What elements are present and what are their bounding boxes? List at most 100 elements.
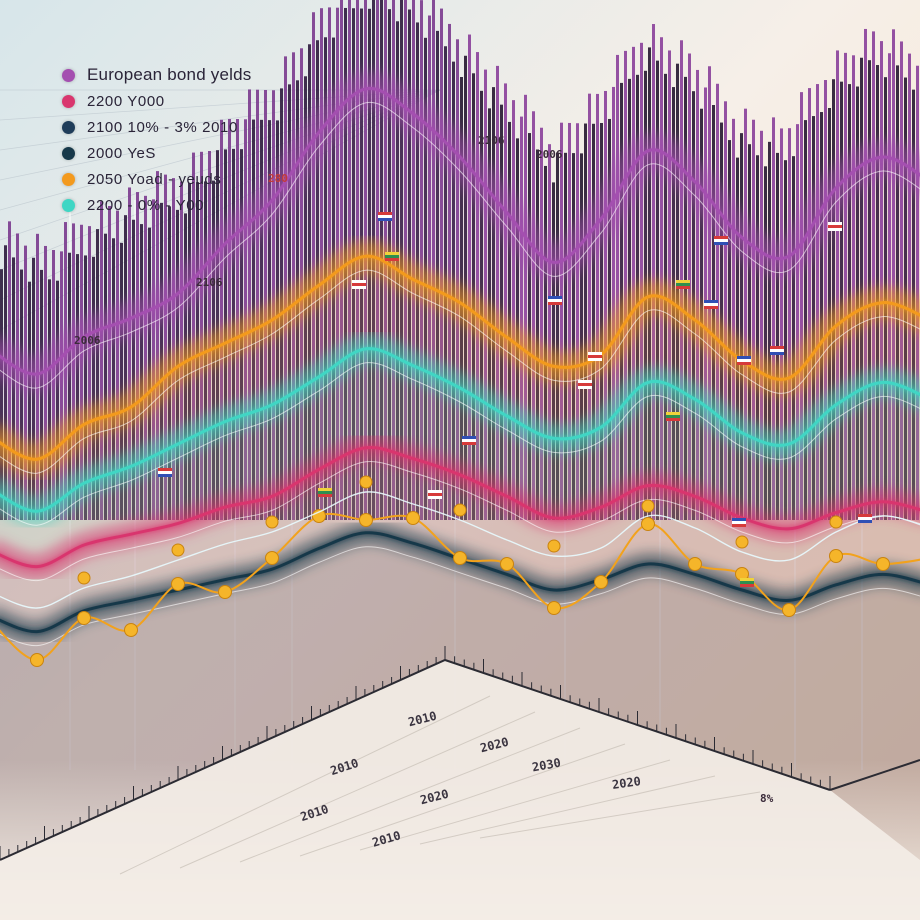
volume-spike — [824, 80, 827, 520]
flag-stripe — [385, 258, 399, 261]
flag-marker — [378, 212, 392, 221]
volume-spike — [4, 245, 7, 520]
legend-item[interactable]: 2200 - 0% - Y00 — [62, 192, 251, 218]
flag-stripe — [462, 436, 476, 439]
volume-spike — [40, 269, 43, 520]
flag-stripe — [740, 581, 754, 584]
legend-swatch — [62, 146, 75, 160]
flag-stripe — [740, 584, 754, 587]
volume-spike — [584, 123, 587, 520]
volume-spike — [120, 242, 123, 520]
flag-markers — [158, 212, 872, 587]
volume-spike — [512, 100, 515, 520]
volume-spike — [104, 233, 107, 520]
floor-grid-line — [359, 759, 671, 851]
volume-spike — [432, 0, 435, 521]
flag-stripe — [858, 514, 872, 517]
volume-spike — [748, 144, 751, 521]
flag-stripe — [828, 228, 842, 231]
volume-spike — [524, 94, 527, 521]
flag-stripe — [378, 218, 392, 221]
flag-stripe — [770, 346, 784, 349]
flag-stripe — [318, 488, 332, 491]
flag-stripe — [770, 352, 784, 355]
flag-stripe — [858, 517, 872, 520]
volume-spike — [312, 12, 315, 521]
volume-spike — [140, 224, 143, 521]
floor-surface — [0, 660, 920, 920]
volume-spike — [660, 37, 663, 521]
volume-spike — [412, 0, 415, 520]
flag-marker — [588, 352, 602, 361]
series-line — [0, 347, 920, 513]
flag-stripe — [462, 439, 476, 442]
volume-spike — [68, 252, 71, 520]
series-line — [0, 87, 920, 376]
flag-stripe — [352, 283, 366, 286]
volume-spike — [152, 199, 155, 520]
volume-spike — [0, 269, 3, 520]
annotation-label: 2106 — [478, 134, 505, 147]
legend-swatch — [62, 198, 75, 212]
flag-stripe — [158, 474, 172, 477]
point-layer — [0, 475, 920, 667]
volume-spike — [192, 152, 195, 520]
flag-marker — [318, 488, 332, 497]
flag-stripe — [158, 468, 172, 471]
volume-spike — [720, 122, 723, 521]
volume-spike — [776, 152, 779, 520]
series-highlight — [0, 461, 920, 582]
annotation-label: 8% — [760, 792, 774, 805]
flag-stripe — [578, 386, 592, 389]
flag-stripe — [588, 355, 602, 358]
volume-spike — [632, 46, 635, 520]
flag-stripe — [158, 471, 172, 474]
volume-spike — [520, 116, 523, 520]
volume-spike — [56, 280, 59, 520]
volume-spike — [476, 52, 479, 520]
volume-spike — [532, 111, 535, 520]
flag-stripe — [548, 299, 562, 302]
flag-stripe — [714, 239, 728, 242]
volume-spike — [48, 279, 51, 520]
volume-spike — [784, 160, 787, 521]
volume-spike — [528, 133, 531, 521]
flag-marker — [666, 412, 680, 421]
data-point — [77, 571, 91, 585]
volume-spike — [264, 89, 267, 520]
volume-spike — [844, 52, 847, 520]
legend-item[interactable]: 2100 10% - 3% 2010 — [62, 114, 251, 140]
flag-stripe — [676, 283, 690, 286]
volume-spike — [800, 92, 803, 521]
series-highlight — [0, 362, 920, 526]
flag-stripe — [704, 306, 718, 309]
legend-item[interactable]: 2200 Y000 — [62, 88, 251, 114]
flag-stripe — [548, 296, 562, 299]
volume-spike — [456, 39, 459, 520]
series-line — [0, 446, 920, 569]
legend-swatch — [62, 120, 75, 134]
volume-spike — [804, 120, 807, 521]
volume-spike — [220, 119, 223, 521]
volume-spike — [796, 124, 799, 520]
annotation-label: 2106 — [196, 276, 223, 289]
volume-spike — [284, 56, 287, 520]
volume-spike — [100, 201, 103, 521]
flag-stripe — [666, 415, 680, 418]
volume-spike — [808, 88, 811, 520]
flag-marker — [828, 222, 842, 231]
flag-marker — [352, 280, 366, 289]
flag-stripe — [462, 442, 476, 445]
volume-spike — [116, 210, 119, 520]
series-line — [0, 254, 920, 461]
legend-item[interactable]: European bond yelds — [62, 62, 251, 88]
legend-item[interactable]: 2050 Yoad - yeuds — [62, 166, 251, 192]
volume-spike — [500, 104, 503, 521]
volume-spike — [820, 112, 823, 520]
legend-item[interactable]: 2000 YeS — [62, 140, 251, 166]
volume-spike — [108, 205, 111, 520]
flag-marker — [770, 346, 784, 355]
data-point — [829, 549, 843, 563]
legend: European bond yelds 2200 Y000 2100 10% -… — [62, 62, 251, 218]
data-point — [171, 577, 185, 591]
